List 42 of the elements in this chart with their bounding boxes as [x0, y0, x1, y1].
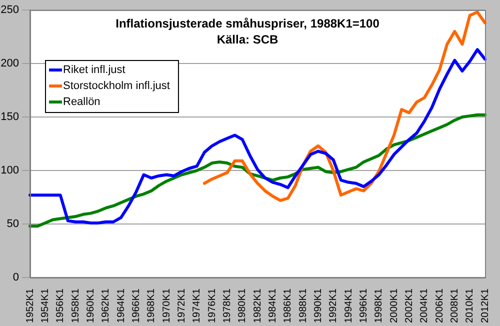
y-tick-label: 0 — [12, 272, 19, 284]
x-tick-label: 1982K1 — [252, 288, 264, 324]
x-tick-label: 1996K1 — [358, 288, 370, 324]
x-tick-label: 1956K1 — [55, 288, 66, 324]
legend-label: Storstockholm infl.just — [63, 80, 170, 92]
x-tick-label: 1978K1 — [222, 288, 233, 324]
x-tick-label: 2010K1 — [464, 288, 476, 324]
x-tick-label: 1972K1 — [176, 288, 188, 324]
x-tick-label: 1962K1 — [100, 288, 112, 324]
x-tick-label: 1970K1 — [161, 288, 172, 324]
y-tick-label: 150 — [0, 111, 19, 124]
x-tick-label: 1952K1 — [24, 288, 36, 324]
y-tick-label: 50 — [6, 218, 19, 230]
x-tick-label: 1968K1 — [146, 288, 158, 324]
x-tick-label: 1984K1 — [267, 288, 278, 324]
y-tick-label: 100 — [0, 164, 19, 177]
x-tick-label: 1998K1 — [374, 288, 385, 324]
text: Källa: SCB — [216, 32, 278, 46]
x-tick-label: 1986K1 — [282, 288, 294, 324]
legend-label: Riket infl.just — [63, 64, 126, 76]
y-tick-label: 200 — [0, 58, 19, 70]
x-tick-label: 1974K1 — [192, 288, 203, 324]
x-tick-label: 1966K1 — [130, 288, 142, 324]
x-tick-label: 1954K1 — [40, 288, 51, 324]
x-tick-label: 2008K1 — [449, 288, 460, 324]
x-tick-label: 1960K1 — [85, 288, 96, 324]
x-tick-label: 2012K1 — [480, 288, 491, 324]
x-tick-label: 1964K1 — [116, 288, 127, 324]
text: Inflationsjusterade småhuspriser, 1988K1=100 — [116, 16, 380, 30]
x-tick-label: 2004K1 — [419, 288, 430, 324]
x-tick-label: 2006K1 — [434, 288, 446, 324]
x-tick-label: 1988K1 — [298, 288, 309, 324]
y-tick-label: 250 — [0, 4, 19, 16]
x-tick-label: 1994K1 — [343, 288, 354, 324]
x-tick-label: 1958K1 — [70, 288, 82, 324]
x-tick-label: 2002K1 — [404, 288, 415, 324]
x-tick-label: 2000K1 — [388, 288, 400, 324]
x-tick-label: 1990K1 — [312, 288, 324, 324]
x-tick-label: 1976K1 — [206, 288, 218, 324]
x-tick-label: 1992K1 — [328, 288, 340, 324]
legend-label: Reallön — [63, 96, 100, 108]
x-tick-label: 1980K1 — [237, 288, 248, 324]
